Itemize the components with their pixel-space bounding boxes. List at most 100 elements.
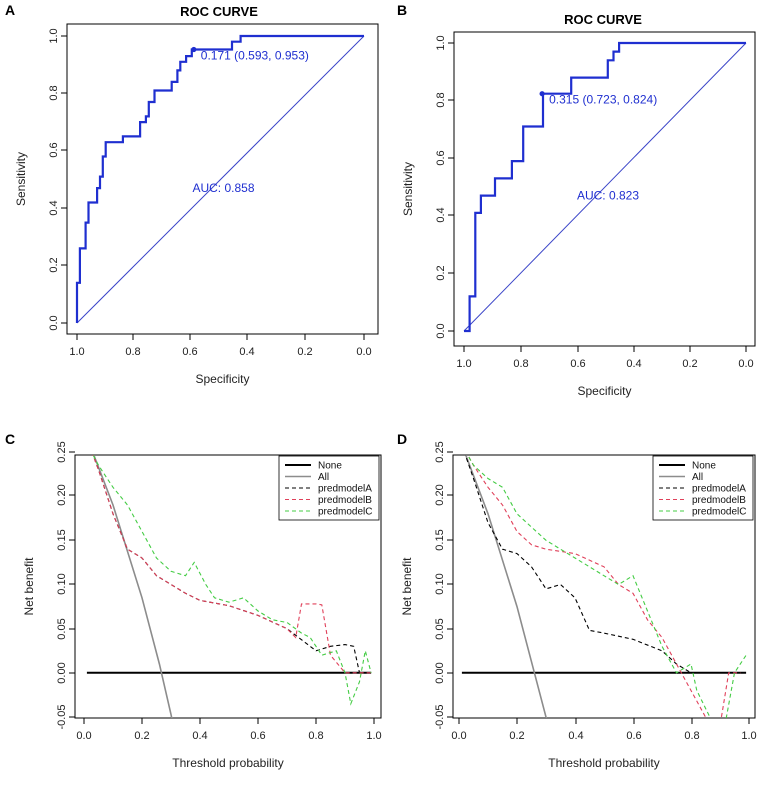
legend-entry: All xyxy=(318,472,329,483)
x-tick-label: 0.6 xyxy=(570,358,585,370)
x-tick-label: 0.2 xyxy=(297,346,312,358)
y-tick-label: 0.10 xyxy=(56,573,68,594)
series-line-predmodelb xyxy=(467,455,741,718)
y-tick-label: 0.10 xyxy=(434,573,446,594)
auc-label: AUC: 0.823 xyxy=(577,189,639,203)
x-tick-label: 0.6 xyxy=(250,730,265,742)
y-tick-label: 0.00 xyxy=(434,662,446,683)
y-tick-label: 0.20 xyxy=(56,484,68,505)
chart-panel-b: B ROC CURVE 1.0 0.8 0.6 0.4 0.2 0.0 0.0 0.2 0.4 0.6… xyxy=(397,2,756,398)
y-axis-label: Net benefit xyxy=(22,557,36,616)
plot-frame xyxy=(452,454,756,719)
roc-curve xyxy=(464,41,746,333)
x-axis-label: Threshold probability xyxy=(172,756,283,770)
y-tick-label: 0.8 xyxy=(48,85,60,100)
threshold-label: 0.315 (0.723, 0.824) xyxy=(549,93,657,107)
x-tick-label: 0.4 xyxy=(626,358,641,370)
y-tick-label: 1.0 xyxy=(435,35,447,50)
legend-entry: None xyxy=(692,461,716,472)
y-tick-label: 1.0 xyxy=(48,28,60,43)
plot-frame xyxy=(453,31,756,347)
series-line-predmodelc xyxy=(467,455,747,718)
y-tick-label: 0.05 xyxy=(56,618,68,639)
x-axis-label: Specificity xyxy=(577,384,631,398)
plot-frame xyxy=(74,454,382,719)
series-line-all xyxy=(92,455,173,718)
chart-panel-c: C 0.0 0.2 0.4 0.6 0.8 1.0 -0.05 0.00 0.05 0.10 0.15… xyxy=(5,431,382,770)
series-line-predmodela xyxy=(92,455,372,674)
y-tick-label: 0.4 xyxy=(48,200,60,215)
y-axis-label: Net benefit xyxy=(400,557,414,616)
y-tick-label: 0.2 xyxy=(48,257,60,272)
y-tick-label: 0.8 xyxy=(435,92,447,107)
legend-entry: predmodelC xyxy=(692,507,746,518)
y-tick-label: 0.6 xyxy=(435,150,447,165)
x-tick-label: 0.4 xyxy=(192,730,207,742)
series-line-predmodela xyxy=(464,455,747,674)
x-tick-label: 1.0 xyxy=(366,730,381,742)
series-line-predmodelb xyxy=(92,455,372,674)
series-group xyxy=(461,455,747,718)
auc-label: AUC: 0.858 xyxy=(192,181,254,195)
legend-entry: predmodelB xyxy=(692,495,746,506)
y-axis-label: Sensitivity xyxy=(14,152,28,206)
y-tick-label: 0.15 xyxy=(434,529,446,550)
y-tick-label: -0.05 xyxy=(434,704,446,729)
x-tick-label: 0.8 xyxy=(684,730,699,742)
roc-curve xyxy=(75,34,364,323)
legend-entry: predmodelA xyxy=(318,484,372,495)
x-axis-label: Specificity xyxy=(195,372,249,386)
series-line-all xyxy=(464,455,548,718)
x-axis-label: Threshold probability xyxy=(548,756,659,770)
x-tick-label: 0.8 xyxy=(125,346,140,358)
x-tick-label: 0.6 xyxy=(626,730,641,742)
panel-letter: C xyxy=(5,431,15,447)
y-tick-label: 0.2 xyxy=(435,265,447,280)
x-tick-label: 0.4 xyxy=(239,346,254,358)
x-tick-label: 0.6 xyxy=(182,346,197,358)
y-tick-label: -0.05 xyxy=(56,704,68,729)
diagonal-reference-line xyxy=(463,42,747,332)
x-tick-label: 0.8 xyxy=(308,730,323,742)
y-tick-label: 0.15 xyxy=(56,529,68,550)
x-tick-label: 1.0 xyxy=(456,358,471,370)
y-axis-label: Sensitivity xyxy=(401,162,415,216)
y-tick-label: 0.4 xyxy=(435,207,447,222)
chart-title: ROC CURVE xyxy=(180,4,258,19)
y-tick-label: 0.6 xyxy=(48,142,60,157)
y-tick-label: 0.00 xyxy=(56,662,68,683)
y-tick-label: 0.0 xyxy=(48,315,60,330)
chart-title: ROC CURVE xyxy=(564,12,642,27)
panel-letter: A xyxy=(5,2,15,18)
x-tick-label: 0.2 xyxy=(682,358,697,370)
legend-entry: All xyxy=(692,472,703,483)
y-tick-label: 0.05 xyxy=(434,618,446,639)
y-tick-label: 0.20 xyxy=(434,484,446,505)
x-tick-label: 1.0 xyxy=(741,730,756,742)
y-tick-label: 0.0 xyxy=(435,323,447,338)
chart-panel-a: A ROC CURVE 1.0 0.8 0.6 0.4 0.2 0.0 0.0 0.2 0.4 0.6… xyxy=(5,2,379,386)
x-tick-label: 0.0 xyxy=(451,730,466,742)
y-tick-label: 0.25 xyxy=(56,441,68,462)
series-group xyxy=(86,455,372,718)
legend-entry: predmodelC xyxy=(318,507,372,518)
x-tick-label: 0.0 xyxy=(76,730,91,742)
threshold-point xyxy=(191,46,197,53)
diagonal-reference-line xyxy=(76,35,365,324)
y-tick-label: 0.25 xyxy=(434,441,446,462)
series-line-predmodelc xyxy=(92,455,372,706)
x-tick-label: 0.4 xyxy=(568,730,583,742)
x-tick-label: 1.0 xyxy=(69,346,84,358)
x-tick-label: 0.0 xyxy=(356,346,371,358)
plot-frame xyxy=(66,23,379,335)
threshold-point xyxy=(539,91,545,97)
panel-letter: D xyxy=(397,431,407,447)
x-tick-label: 0.0 xyxy=(738,358,753,370)
x-tick-label: 0.2 xyxy=(134,730,149,742)
legend-entry: predmodelB xyxy=(318,495,372,506)
legend-entry: None xyxy=(318,461,342,472)
threshold-label: 0.171 (0.593, 0.953) xyxy=(201,48,309,62)
